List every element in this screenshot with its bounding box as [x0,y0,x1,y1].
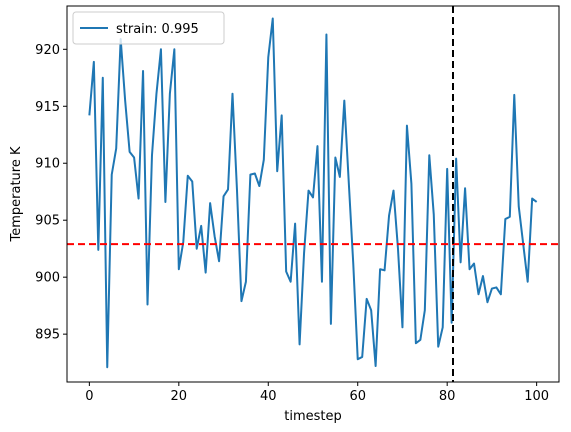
y-axis-label: Temperature K [9,146,24,242]
y-tick-label: 920 [35,43,60,58]
x-tick-label: 0 [85,389,93,404]
legend-box [72,11,225,45]
x-tick-label: 80 [439,389,456,404]
x-axis-label: timestep [284,409,342,424]
y-tick-label: 910 [35,157,60,172]
axes: 0 20 40 60 80 100 895 900 905 910 915 920 [35,5,560,404]
x-tick-label: 100 [524,389,549,404]
plot-area [67,6,559,382]
x-tick-label: 40 [260,389,277,404]
axes-frame [66,5,560,383]
series-line-1 [88,17,538,369]
y-tick-label: 905 [35,214,60,229]
y-tick-label: 895 [35,328,60,343]
legend: strain: 0.995 [72,11,225,45]
y-tick-label: 915 [35,100,60,115]
x-tick-label: 20 [171,389,188,404]
x-tick-label: 60 [349,389,366,404]
y-tick-label: 900 [35,271,60,286]
legend-label: strain: 0.995 [116,22,199,37]
